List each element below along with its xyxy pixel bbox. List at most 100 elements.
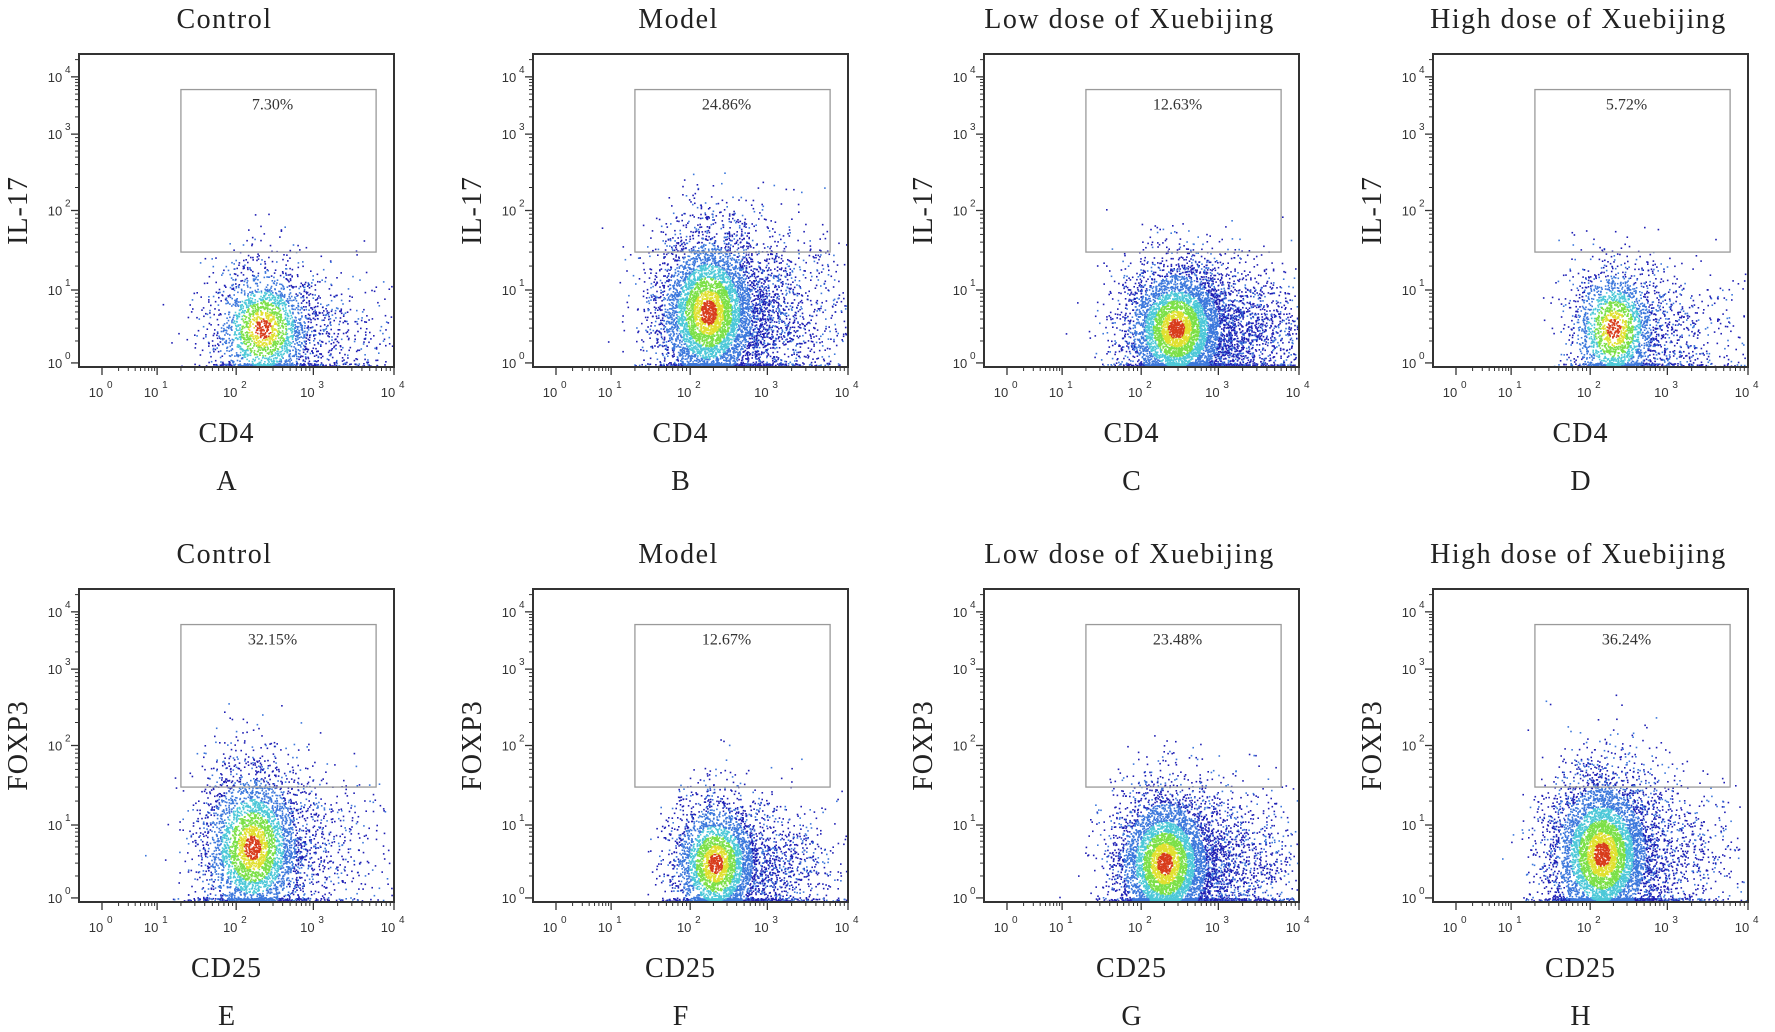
- event-dot: [731, 257, 734, 259]
- event-dot: [293, 299, 295, 301]
- event-dot: [297, 266, 300, 269]
- event-dot: [264, 312, 267, 315]
- event-dot: [792, 302, 794, 304]
- event-dot: [667, 352, 670, 354]
- event-dot: [274, 296, 276, 299]
- event-dot: [637, 308, 639, 310]
- event-dot: [833, 303, 835, 305]
- event-dot: [214, 348, 217, 351]
- event-dot: [761, 361, 763, 364]
- event-dot: [361, 311, 364, 313]
- event-dot: [756, 283, 758, 285]
- event-dot: [766, 307, 768, 309]
- event-dot: [307, 321, 310, 323]
- event-dot: [291, 338, 294, 340]
- event-dot: [706, 226, 709, 228]
- event-dot: [312, 317, 315, 320]
- event-dot: [758, 218, 760, 220]
- event-dot: [292, 335, 294, 338]
- event-dot: [338, 329, 341, 331]
- event-dot: [770, 253, 772, 256]
- event-dot: [774, 300, 777, 302]
- event-dot: [255, 308, 258, 311]
- event-dot: [314, 360, 316, 362]
- event-dot: [326, 312, 329, 314]
- event-dot: [289, 328, 291, 330]
- event-dot: [285, 331, 287, 334]
- event-dot: [266, 276, 268, 278]
- event-dot: [266, 326, 269, 329]
- event-dot: [292, 323, 294, 326]
- event-dot: [757, 296, 759, 299]
- event-dot: [274, 323, 277, 325]
- event-dot: [304, 322, 306, 324]
- event-dot: [211, 258, 213, 260]
- y-tick-exponent: 0: [65, 351, 71, 362]
- event-dot: [260, 317, 263, 320]
- event-dot: [755, 224, 757, 226]
- event-dot: [379, 329, 382, 332]
- event-dot: [787, 323, 790, 325]
- event-dot: [252, 335, 254, 338]
- event-dot: [228, 313, 230, 316]
- event-dot: [797, 302, 800, 304]
- event-dot: [304, 325, 306, 327]
- event-dot: [279, 346, 281, 348]
- gate-rectangle[interactable]: [180, 88, 377, 253]
- event-dot: [659, 309, 662, 312]
- event-dot: [270, 299, 272, 301]
- event-dot: [767, 284, 770, 287]
- event-dot: [232, 279, 234, 281]
- event-dot: [757, 350, 760, 353]
- event-dot: [772, 351, 774, 354]
- event-dot: [260, 314, 262, 316]
- event-dot: [242, 349, 245, 351]
- event-dot: [245, 303, 247, 306]
- event-dot: [762, 346, 765, 349]
- event-dot: [303, 335, 305, 338]
- event-dot: [834, 311, 837, 313]
- event-dot: [664, 275, 666, 277]
- event-dot: [768, 289, 770, 292]
- event-dot: [338, 323, 340, 326]
- event-dot: [297, 302, 300, 305]
- event-dot: [273, 313, 275, 316]
- event-dot: [278, 316, 280, 318]
- event-dot: [205, 334, 207, 336]
- event-dot: [803, 327, 805, 330]
- event-dot: [239, 324, 242, 326]
- event-dot: [270, 290, 273, 292]
- event-dot: [280, 298, 282, 300]
- event-dot: [254, 299, 257, 301]
- event-dot: [297, 244, 299, 247]
- event-dot: [294, 327, 296, 329]
- event-dot: [647, 316, 649, 319]
- event-dot: [845, 332, 847, 335]
- event-dot: [812, 255, 815, 258]
- event-dot: [261, 313, 264, 316]
- event-dot: [238, 336, 241, 338]
- event-dot: [379, 343, 381, 345]
- event-dot: [662, 294, 664, 296]
- event-dot: [242, 350, 244, 352]
- event-dot: [804, 277, 807, 279]
- event-dot: [660, 295, 662, 298]
- event-dot: [253, 360, 256, 362]
- event-dot: [707, 208, 710, 210]
- event-dot: [196, 316, 198, 319]
- event-dot: [762, 360, 765, 363]
- event-dot: [258, 306, 260, 309]
- event-dot: [229, 361, 231, 364]
- event-dot: [654, 309, 657, 311]
- event-dot: [264, 294, 266, 297]
- event-dot: [643, 359, 645, 361]
- event-dot: [358, 349, 361, 352]
- event-dot: [768, 286, 770, 288]
- event-dot: [322, 268, 325, 271]
- event-dot: [278, 302, 280, 304]
- event-dot: [705, 244, 707, 246]
- event-dot: [191, 299, 194, 301]
- event-dot: [251, 350, 253, 352]
- event-dot: [783, 340, 785, 343]
- event-dot: [789, 260, 792, 263]
